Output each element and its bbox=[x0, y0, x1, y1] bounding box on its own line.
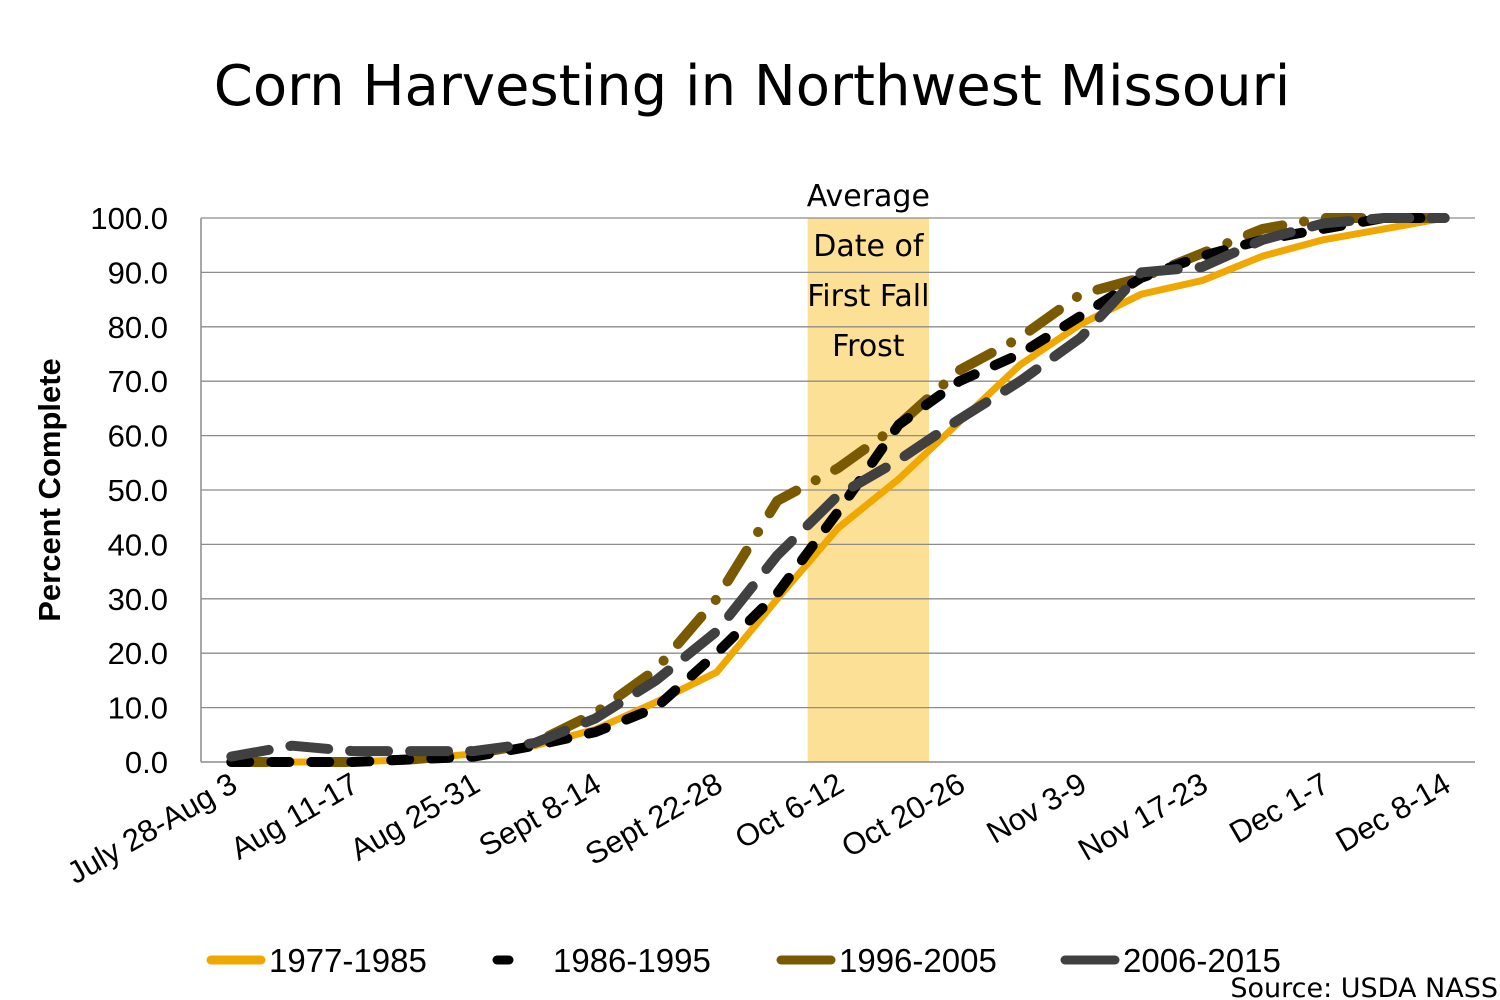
legend-item: 1986-1995 bbox=[492, 942, 711, 979]
legend-item: 1996-2005 bbox=[776, 942, 997, 979]
y-tick-label: 90.0 bbox=[108, 255, 168, 290]
legend-label: 1977-1985 bbox=[269, 942, 427, 979]
x-tick-label: Sept 22-28 bbox=[579, 766, 728, 872]
y-tick-label: 50.0 bbox=[108, 473, 168, 508]
legend-label: 1986-1995 bbox=[553, 942, 711, 979]
series-line bbox=[226, 213, 1450, 767]
series-2006-2015 bbox=[226, 213, 1450, 762]
source-note: Source: USDA NASS bbox=[1230, 973, 1498, 1000]
legend-label: 1996-2005 bbox=[839, 942, 997, 979]
y-tick-label: 0.0 bbox=[125, 745, 168, 780]
x-tick-label: Aug 11-17 bbox=[225, 766, 364, 867]
y-tick-label: 40.0 bbox=[108, 527, 168, 562]
x-tick-label: Dec 1-7 bbox=[1223, 766, 1335, 851]
x-tick-label: July 28-Aug 3 bbox=[61, 766, 243, 891]
legend-item: 2006-2015 bbox=[1060, 942, 1281, 979]
legend-item: 1977-1985 bbox=[206, 942, 427, 979]
y-tick-label: 70.0 bbox=[108, 364, 168, 399]
frost-annotation-line: Frost bbox=[832, 329, 905, 364]
legend-label: 2006-2015 bbox=[1123, 942, 1281, 979]
y-tick-label: 30.0 bbox=[108, 582, 168, 617]
y-tick-label: 100.0 bbox=[90, 201, 168, 236]
y-tick-label: 60.0 bbox=[108, 419, 168, 454]
frost-annotation-line: Average bbox=[807, 179, 930, 214]
y-tick-label: 80.0 bbox=[108, 310, 168, 345]
frost-annotation-line: Date of bbox=[813, 229, 925, 264]
x-tick-label: Nov 17-23 bbox=[1072, 766, 1213, 868]
y-axis-label: Percent Complete bbox=[32, 358, 67, 622]
chart-title: Corn Harvesting in Northwest Missouri bbox=[214, 54, 1291, 119]
x-tick-label: Dec 8-14 bbox=[1330, 766, 1456, 859]
series-line bbox=[226, 213, 1450, 762]
x-tick-label: Oct 20-26 bbox=[835, 766, 970, 864]
frost-annotation-line: First Fall bbox=[807, 279, 929, 314]
y-tick-label: 20.0 bbox=[108, 636, 168, 671]
series-line bbox=[226, 213, 1450, 767]
x-tick-label: Oct 6-12 bbox=[729, 766, 849, 856]
y-tick-label: 10.0 bbox=[108, 691, 168, 726]
x-tick-label: Aug 25-31 bbox=[344, 766, 485, 868]
